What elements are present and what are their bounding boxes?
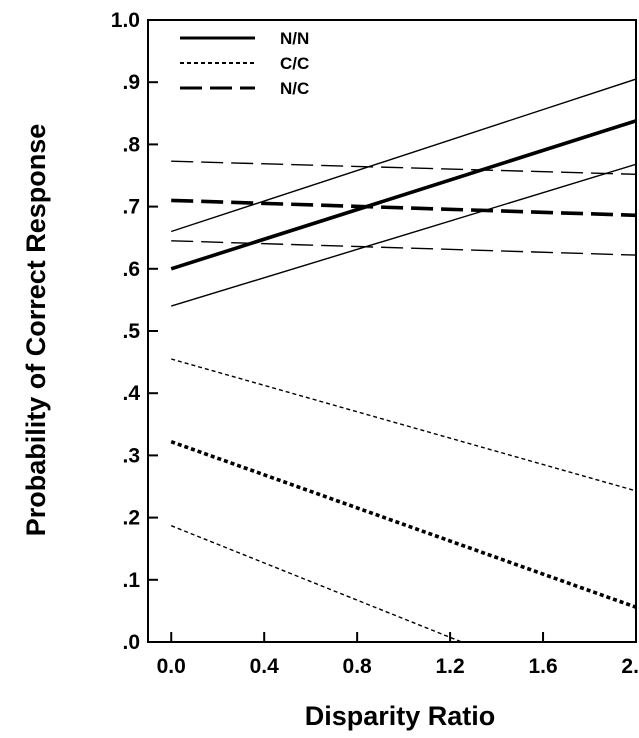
series-line-n-c-upper — [171, 160, 637, 175]
y-tick-label: 1.0 — [111, 9, 140, 32]
y-tick-label: .9 — [122, 71, 140, 94]
series-line-c-c-lower — [170, 525, 462, 643]
legend-label: C/C — [280, 54, 309, 73]
series-line-n-n-mean — [170, 119, 637, 271]
series-line-n-c-lower — [171, 240, 637, 256]
x-tick-label: 1.6 — [528, 655, 557, 678]
plot-frame — [147, 19, 637, 643]
y-tick-label: .1 — [122, 569, 140, 592]
series-lines — [170, 78, 637, 643]
legend-label: N/C — [280, 79, 309, 98]
legend: N/N C/C N/C — [180, 29, 309, 98]
legend-label: N/N — [280, 29, 309, 48]
x-axis-ticks: 0.0 0.4 0.8 1.2 1.6 2.0 — [157, 632, 639, 678]
y-tick-label: .3 — [122, 444, 140, 467]
y-tick-label: .6 — [122, 258, 140, 281]
series-line-n-n-upper — [170, 78, 637, 233]
y-axis-ticks: .0 .1 .2 .3 .4 .5 .6 .7 .8 .9 1.0 — [111, 9, 158, 654]
x-axis-title: Disparity Ratio — [305, 701, 496, 731]
x-tick-label: 1.2 — [435, 655, 464, 678]
series-line-n-c-mean — [171, 198, 637, 218]
series-line-n-n-lower — [170, 163, 637, 307]
x-tick-label: 0.8 — [343, 655, 373, 678]
series-line-c-c-mean — [170, 440, 637, 609]
y-tick-label: .2 — [122, 507, 140, 530]
x-tick-label: 2.0 — [621, 655, 639, 678]
y-tick-label: .8 — [122, 133, 140, 156]
y-axis-title: Probability of Correct Response — [21, 124, 51, 537]
x-tick-label: 0.4 — [250, 655, 280, 678]
y-tick-label: .7 — [122, 196, 140, 219]
y-tick-label: .0 — [122, 631, 140, 654]
y-tick-label: .5 — [122, 320, 140, 343]
y-tick-label: .4 — [122, 382, 140, 405]
series-line-c-c-upper — [171, 358, 637, 492]
x-tick-label: 0.0 — [157, 655, 186, 678]
